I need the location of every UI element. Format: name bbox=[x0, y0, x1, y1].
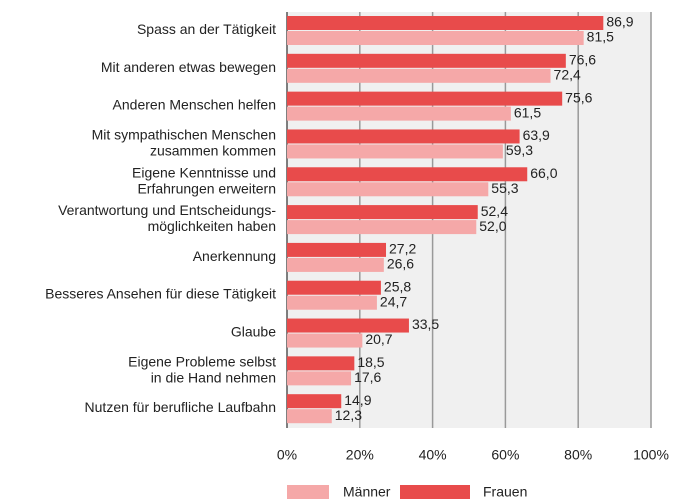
bar bbox=[287, 16, 604, 30]
value-label: 12,3 bbox=[335, 407, 362, 423]
y-tick-label: Verantwortung und Entscheidungs-möglichk… bbox=[58, 202, 276, 234]
value-label: 26,6 bbox=[387, 256, 414, 272]
bar bbox=[287, 220, 477, 235]
value-label: 25,8 bbox=[384, 278, 411, 294]
bar bbox=[287, 257, 384, 272]
x-tick-label: 100% bbox=[633, 447, 669, 463]
value-label: 52,0 bbox=[479, 218, 506, 234]
legend-label: Frauen bbox=[483, 484, 527, 500]
value-label: 66,0 bbox=[530, 165, 557, 181]
value-label: 76,6 bbox=[569, 52, 596, 68]
bar bbox=[287, 333, 363, 348]
x-tick-label: 20% bbox=[346, 447, 374, 463]
value-label: 20,7 bbox=[365, 331, 392, 347]
bar bbox=[287, 409, 332, 424]
bar bbox=[287, 318, 409, 333]
value-label: 63,9 bbox=[523, 127, 550, 143]
bar bbox=[287, 31, 584, 45]
bar bbox=[287, 144, 503, 159]
value-label: 52,4 bbox=[481, 203, 508, 219]
y-tick-label: Spass an der Tätigkeit bbox=[137, 21, 276, 37]
x-tick-label: 0% bbox=[277, 447, 297, 463]
bar bbox=[287, 182, 489, 197]
x-tick-label: 60% bbox=[491, 447, 519, 463]
value-label: 17,6 bbox=[354, 369, 381, 385]
bar bbox=[287, 129, 520, 144]
bar bbox=[287, 280, 381, 295]
value-label: 55,3 bbox=[491, 180, 518, 196]
value-label: 86,9 bbox=[606, 14, 633, 30]
y-tick-label: Besseres Ansehen für diese Tätigkeit bbox=[45, 285, 276, 301]
value-label: 61,5 bbox=[514, 104, 541, 120]
value-label: 33,5 bbox=[412, 316, 439, 332]
legend-label: Männer bbox=[343, 484, 391, 500]
value-label: 59,3 bbox=[506, 142, 533, 158]
value-label: 14,9 bbox=[344, 392, 371, 408]
legend-swatch bbox=[287, 485, 329, 499]
bar bbox=[287, 295, 377, 310]
y-tick-label: Mit anderen etwas bewegen bbox=[101, 59, 276, 75]
x-tick-label: 80% bbox=[564, 447, 592, 463]
bar bbox=[287, 371, 352, 386]
y-tick-label: Anerkennung bbox=[193, 248, 276, 264]
x-tick-label: 40% bbox=[419, 447, 447, 463]
bar bbox=[287, 167, 528, 182]
value-label: 81,5 bbox=[587, 29, 614, 45]
bar bbox=[287, 356, 355, 371]
y-tick-label: Eigene Probleme selbst in die Hand nehmen bbox=[128, 353, 276, 385]
bar bbox=[287, 205, 478, 220]
bar bbox=[287, 242, 387, 257]
y-tick-label: Eigene Kenntnisse und Erfahrungen erweite… bbox=[132, 164, 276, 196]
value-label: 24,7 bbox=[380, 293, 407, 309]
bar bbox=[287, 68, 551, 83]
y-tick-label: Nutzen für berufliche Laufbahn bbox=[85, 399, 276, 415]
value-label: 27,2 bbox=[389, 241, 416, 257]
y-tick-label: Anderen Menschen helfen bbox=[113, 96, 276, 112]
value-label: 18,5 bbox=[357, 354, 384, 370]
bar bbox=[287, 106, 511, 121]
bar bbox=[287, 53, 566, 68]
bar bbox=[287, 91, 563, 106]
value-label: 72,4 bbox=[554, 67, 581, 83]
value-label: 75,6 bbox=[565, 89, 592, 105]
legend-swatch bbox=[400, 485, 470, 499]
y-tick-label: Glaube bbox=[231, 323, 276, 339]
bar bbox=[287, 394, 342, 409]
y-tick-label: Mit sympathischen Menschen zusammen komme… bbox=[92, 126, 276, 158]
